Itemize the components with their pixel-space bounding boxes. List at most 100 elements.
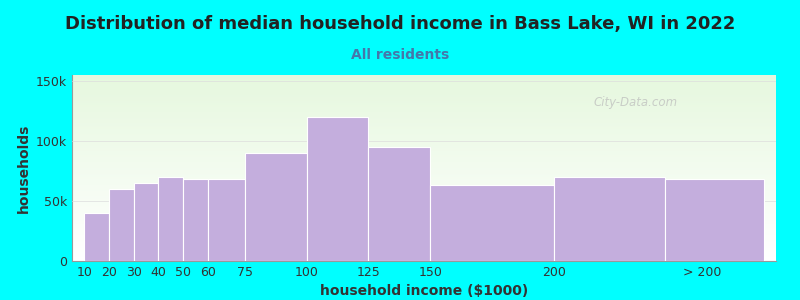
Bar: [72, 109, 776, 110]
Bar: [72, 209, 776, 210]
Bar: [72, 120, 776, 121]
Bar: [72, 147, 776, 148]
Bar: [72, 170, 776, 171]
Bar: [72, 218, 776, 219]
Y-axis label: households: households: [17, 123, 30, 213]
Bar: [72, 124, 776, 125]
Bar: [72, 116, 776, 117]
Bar: [72, 91, 776, 92]
Bar: [72, 177, 776, 178]
Bar: [72, 172, 776, 173]
Bar: [72, 132, 776, 133]
Bar: [72, 183, 776, 184]
Bar: [72, 260, 776, 261]
Bar: [306, 117, 369, 261]
Bar: [72, 99, 776, 100]
Bar: [72, 129, 776, 130]
Bar: [72, 163, 776, 164]
Bar: [72, 118, 776, 119]
Bar: [72, 193, 776, 194]
Bar: [72, 122, 776, 123]
Bar: [72, 76, 776, 77]
Bar: [72, 222, 776, 223]
Bar: [554, 177, 665, 261]
Bar: [72, 230, 776, 231]
Bar: [72, 88, 776, 89]
Bar: [72, 142, 776, 143]
Bar: [72, 151, 776, 152]
Bar: [72, 208, 776, 209]
Bar: [72, 121, 776, 122]
Bar: [72, 196, 776, 197]
Bar: [369, 147, 430, 261]
Bar: [72, 247, 776, 248]
Bar: [72, 252, 776, 253]
Bar: [72, 93, 776, 94]
Bar: [72, 117, 776, 118]
Text: City-Data.com: City-Data.com: [593, 96, 678, 110]
Bar: [72, 195, 776, 196]
Bar: [72, 80, 776, 81]
Bar: [72, 194, 776, 195]
Bar: [72, 82, 776, 83]
Bar: [72, 246, 776, 247]
Bar: [72, 143, 776, 144]
Bar: [72, 78, 776, 79]
Bar: [72, 144, 776, 145]
Bar: [72, 128, 776, 129]
Bar: [72, 210, 776, 211]
Bar: [72, 83, 776, 84]
Bar: [72, 169, 776, 170]
Bar: [72, 180, 776, 181]
Bar: [72, 176, 776, 177]
Bar: [72, 211, 776, 212]
Bar: [72, 96, 776, 97]
Bar: [72, 190, 776, 191]
Bar: [72, 245, 776, 246]
Bar: [72, 250, 776, 251]
Bar: [72, 178, 776, 179]
Bar: [72, 203, 776, 204]
Bar: [72, 207, 776, 208]
Bar: [72, 212, 776, 213]
Bar: [72, 110, 776, 111]
Bar: [72, 200, 776, 201]
Bar: [72, 77, 776, 78]
Bar: [72, 254, 776, 255]
Bar: [72, 227, 776, 229]
Bar: [72, 236, 776, 237]
Bar: [72, 231, 776, 232]
Bar: [208, 179, 245, 261]
Bar: [72, 256, 776, 257]
Bar: [245, 153, 306, 261]
Bar: [72, 125, 776, 126]
Bar: [72, 136, 776, 137]
Bar: [72, 146, 776, 147]
Bar: [72, 81, 776, 82]
Bar: [72, 243, 776, 244]
Bar: [72, 200, 776, 202]
Bar: [72, 191, 776, 192]
Bar: [72, 105, 776, 106]
Bar: [72, 198, 776, 199]
Bar: [72, 149, 776, 150]
Bar: [183, 179, 208, 261]
Bar: [72, 181, 776, 182]
Text: All residents: All residents: [351, 48, 449, 62]
Bar: [72, 186, 776, 187]
Bar: [72, 168, 776, 169]
Bar: [72, 234, 776, 235]
Bar: [72, 123, 776, 124]
Bar: [72, 219, 776, 220]
Bar: [72, 167, 776, 168]
Bar: [72, 137, 776, 138]
Bar: [72, 175, 776, 176]
Bar: [72, 173, 776, 174]
Bar: [72, 119, 776, 120]
Bar: [72, 226, 776, 227]
Bar: [72, 171, 776, 172]
Bar: [72, 75, 776, 76]
Bar: [72, 108, 776, 109]
Bar: [72, 244, 776, 245]
Bar: [134, 183, 158, 261]
